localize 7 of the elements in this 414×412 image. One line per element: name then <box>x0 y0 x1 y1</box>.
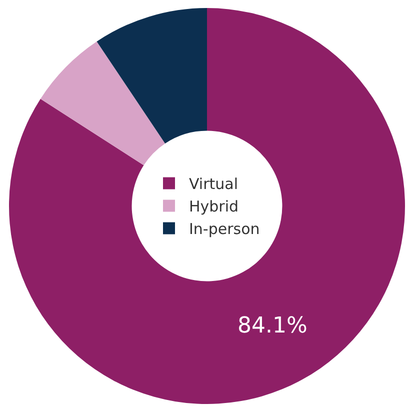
legend-label: Virtual <box>189 175 238 194</box>
legend-label: In-person <box>189 220 260 238</box>
donut-slice <box>40 42 166 166</box>
donut-slice <box>96 8 207 144</box>
data-label: 84.1% <box>237 313 308 338</box>
legend-label: Hybrid <box>189 198 239 216</box>
donut-slice <box>9 8 405 404</box>
